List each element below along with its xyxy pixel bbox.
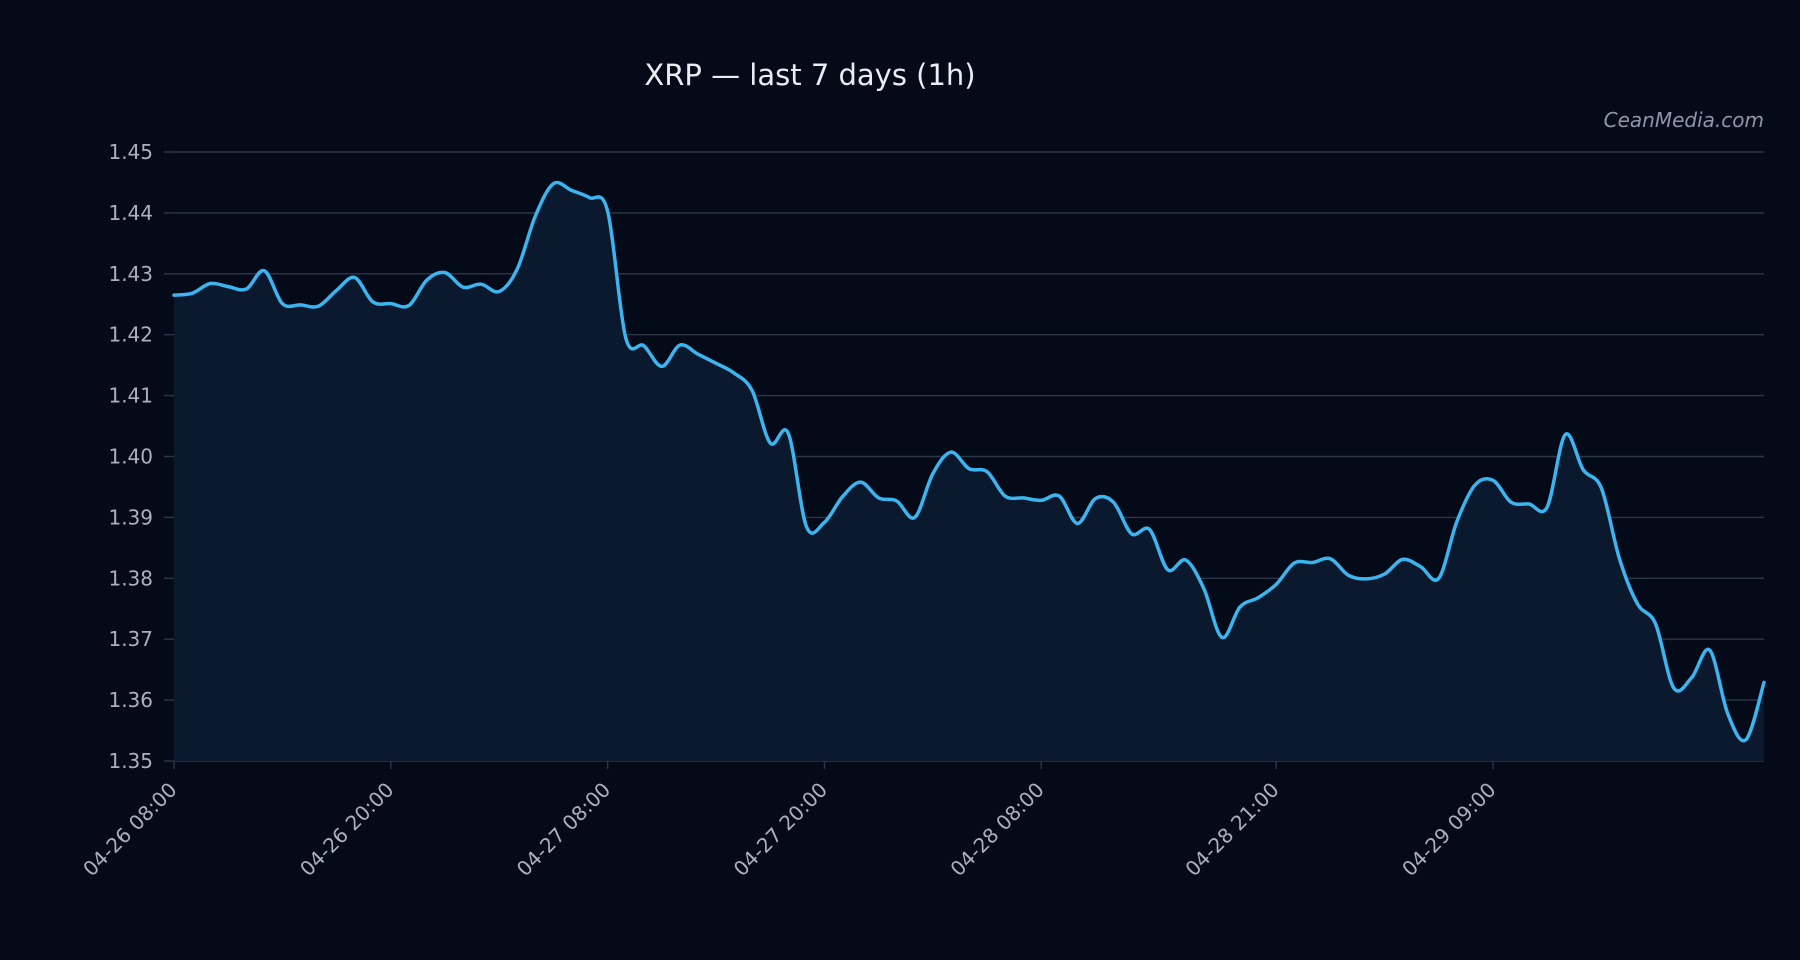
- watermark: CeanMedia.com: [1604, 108, 1764, 132]
- area-fill-layer: [174, 182, 1764, 762]
- x-tick-label: 04-28 21:00: [1180, 778, 1283, 881]
- y-tick-label: 1.35: [108, 749, 153, 773]
- y-tick-label: 1.37: [108, 627, 153, 651]
- x-tick-label: 04-26 08:00: [78, 778, 181, 881]
- chart-title: XRP — last 7 days (1h): [644, 58, 975, 92]
- y-tick-label: 1.42: [108, 323, 153, 347]
- x-tick-label: 04-27 20:00: [729, 778, 832, 881]
- x-tick-label: 04-29 09:00: [1397, 778, 1500, 881]
- x-axis-ticks: 04-26 08:00 04-26 20:00 04-27 08:00 04-27 2…: [78, 761, 1501, 881]
- y-tick-label: 1.41: [108, 384, 153, 408]
- x-tick-label: 04-26 20:00: [295, 778, 398, 881]
- y-tick-label: 1.38: [108, 566, 153, 590]
- x-tick-label: 04-28 08:00: [945, 778, 1048, 881]
- y-tick-label: 1.45: [108, 140, 153, 164]
- price-line: [172, 180, 1766, 743]
- y-tick-label: 1.36: [108, 688, 153, 712]
- y-tick-label: 1.43: [108, 262, 153, 286]
- x-tick-label: 04-27 08:00: [512, 778, 615, 881]
- price-line-layer: [172, 180, 1766, 743]
- area-fill: [174, 182, 1764, 762]
- y-axis-ticks: 1.35 1.36 1.37 1.38 1.39 1.40 1.41 1.42 1.43 1.44…: [108, 140, 153, 773]
- y-tick-label: 1.40: [108, 445, 153, 469]
- y-tick-label: 1.39: [108, 505, 153, 529]
- y-tick-label: 1.44: [108, 201, 153, 225]
